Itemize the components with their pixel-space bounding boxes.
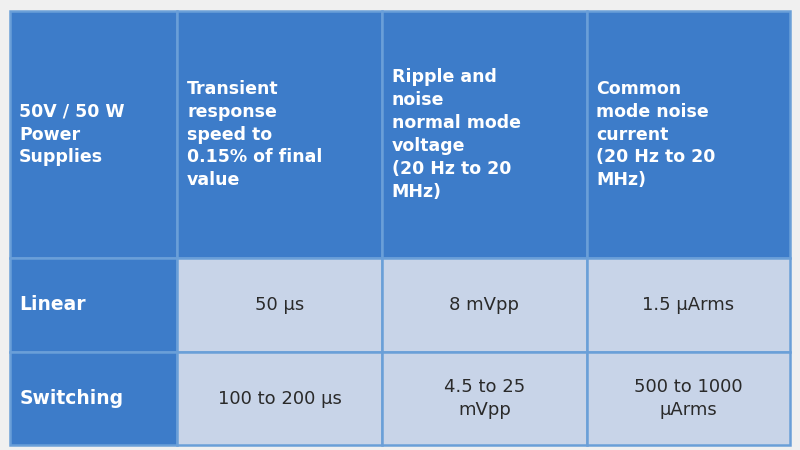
Text: Common
mode noise
current
(20 Hz to 20
MHz): Common mode noise current (20 Hz to 20 M…: [596, 80, 715, 189]
Text: 50 μs: 50 μs: [255, 296, 304, 314]
Bar: [10, 258, 178, 352]
Bar: [586, 11, 790, 258]
Text: Transient
response
speed to
0.15% of final
value: Transient response speed to 0.15% of fin…: [187, 80, 322, 189]
Bar: [382, 11, 586, 258]
Text: 1.5 μArms: 1.5 μArms: [642, 296, 734, 314]
Bar: [586, 352, 790, 446]
Bar: [178, 258, 382, 352]
Bar: [382, 352, 586, 446]
Text: 8 mVpp: 8 mVpp: [450, 296, 519, 314]
Text: 4.5 to 25
mVpp: 4.5 to 25 mVpp: [444, 378, 525, 419]
Text: 100 to 200 μs: 100 to 200 μs: [218, 390, 342, 408]
Text: Linear: Linear: [19, 295, 86, 314]
Text: 500 to 1000
μArms: 500 to 1000 μArms: [634, 378, 743, 419]
Text: 50V / 50 W
Power
Supplies: 50V / 50 W Power Supplies: [19, 103, 125, 166]
Text: Ripple and
noise
normal mode
voltage
(20 Hz to 20
MHz): Ripple and noise normal mode voltage (20…: [392, 68, 521, 201]
Bar: [586, 258, 790, 352]
Bar: [178, 352, 382, 446]
Bar: [382, 258, 586, 352]
Bar: [178, 11, 382, 258]
Bar: [10, 11, 178, 258]
Text: Switching: Switching: [19, 389, 123, 408]
Bar: [10, 352, 178, 446]
